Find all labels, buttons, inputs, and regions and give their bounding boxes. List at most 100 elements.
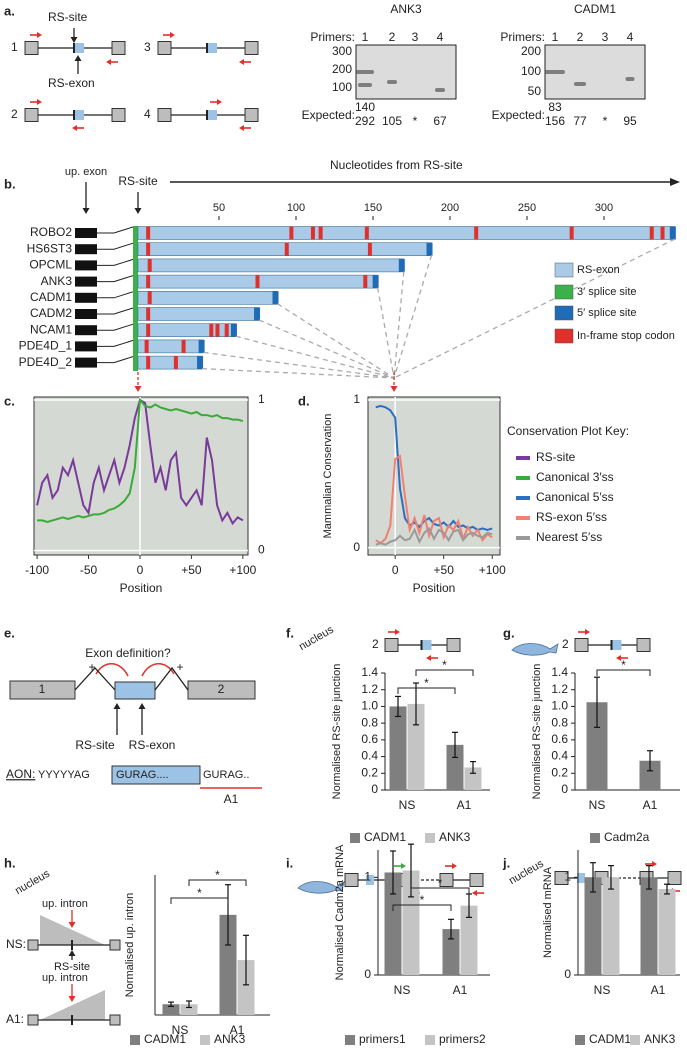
bar <box>460 905 478 975</box>
legend-label: CADM1 <box>144 1032 186 1046</box>
exon-box <box>574 638 589 652</box>
primer-arrow <box>37 32 42 38</box>
legend-swatch <box>554 305 574 321</box>
ladder-label: 50 <box>528 84 542 98</box>
legend-label: RS-exon <box>577 264 620 276</box>
y-tick-label: 1 <box>353 392 360 406</box>
expected-size: 140 <box>355 100 375 114</box>
significance-bracket <box>397 687 456 694</box>
arrow-head <box>134 386 142 392</box>
primer-number: 2 <box>389 30 396 44</box>
primer-number: 3 <box>602 30 609 44</box>
splice-5-cap <box>398 258 405 272</box>
zebrafish-icon <box>511 643 559 656</box>
bar <box>162 1004 180 1015</box>
x-tick-label: 250 <box>518 202 536 214</box>
bar <box>464 767 482 790</box>
x-tick-label: NS <box>589 798 606 812</box>
arrow-head <box>390 386 398 392</box>
significance: * <box>438 876 443 890</box>
primer-arrow <box>452 863 457 869</box>
diagram-number: 2 <box>11 107 18 121</box>
stop-codon <box>318 226 323 240</box>
stop-codon <box>224 323 229 337</box>
legend-label: RS-site <box>536 450 576 464</box>
stop-codon <box>146 356 151 370</box>
expected-size: 156 <box>545 114 565 128</box>
rs-exon <box>114 681 156 700</box>
panel-label: e. <box>4 625 15 640</box>
up-exon <box>75 357 97 368</box>
x-tick-label: A1 <box>230 1023 245 1037</box>
rs-exon <box>577 873 585 883</box>
stop-codon <box>144 339 149 353</box>
rs-exon-label: RS-exon <box>129 738 176 752</box>
x-tick-label: NS <box>399 798 416 812</box>
primer-number: 2 <box>577 30 584 44</box>
bar <box>639 760 661 790</box>
diagram-number: 1 <box>11 40 18 54</box>
legend-label: ANK3 <box>644 1032 676 1046</box>
significance-bracket <box>170 897 229 904</box>
x-tick-label: NS <box>172 1023 189 1037</box>
primer-arrow <box>472 890 477 896</box>
guide-line <box>202 367 395 379</box>
legend-swatch <box>345 1035 355 1045</box>
annotation: nucleus <box>297 624 336 654</box>
primer-arrow <box>239 59 244 65</box>
rs-exon-bar <box>137 226 676 240</box>
up-exon <box>75 292 97 303</box>
up-exon <box>75 260 97 271</box>
y-tick-label: 1 <box>564 870 571 884</box>
exon-box <box>384 638 399 652</box>
primer-number: 4 <box>437 30 444 44</box>
legend-label: Cadm2a <box>604 830 650 844</box>
expected-label: Expected: <box>492 108 545 122</box>
primer-arrow <box>170 32 175 38</box>
stop-codon <box>147 258 152 272</box>
rs-exon-bar <box>137 258 405 273</box>
primer-arrow <box>426 655 431 661</box>
panel-label: i. <box>286 855 293 870</box>
x-tick-label: A1 <box>453 983 468 997</box>
legend-title: Conservation Plot Key: <box>507 424 629 438</box>
sequence: YYYYYAG <box>38 769 90 781</box>
x-tick-label: 0 <box>137 563 144 577</box>
y-tick-label: 0 <box>258 543 265 557</box>
exon-seq-box <box>111 765 201 785</box>
annotation: RS-site <box>118 174 158 188</box>
exon-box <box>667 871 682 885</box>
x-tick-label: 100 <box>287 202 305 214</box>
x-tick-label: +100 <box>229 563 256 577</box>
primer-arrow <box>652 861 657 867</box>
stop-codon <box>310 226 315 240</box>
arrow-head <box>68 950 76 956</box>
primer-number: 1 <box>362 30 369 44</box>
expected-size: 105 <box>382 114 402 128</box>
expected-size: 83 <box>548 100 562 114</box>
significance: * <box>197 886 202 900</box>
legend-swatch <box>554 284 574 300</box>
series-line <box>375 454 493 545</box>
legend-label: 3′ splice site <box>577 286 637 298</box>
exon-box <box>244 41 259 55</box>
exon-box <box>24 108 39 122</box>
legend-swatch <box>425 833 435 843</box>
stop-codon <box>284 242 289 256</box>
sequence: GURAG.... <box>116 769 169 781</box>
junction-line <box>97 323 134 331</box>
primer-arrow <box>37 99 42 105</box>
zebrafish-icon <box>297 881 345 894</box>
y-axis-label: Normalised up. intron <box>124 893 136 998</box>
legend-label: Canonical 3′ss <box>536 470 614 484</box>
gel-band <box>435 88 445 92</box>
arrow-head <box>68 922 76 928</box>
significance: * <box>424 676 429 690</box>
exon-number: 1 <box>39 682 46 696</box>
rs-exon-bar <box>137 323 237 338</box>
junction-line <box>97 258 134 266</box>
splice-lines <box>74 666 189 691</box>
exon-box <box>157 41 172 55</box>
bar <box>640 877 658 975</box>
splice-5-cap <box>254 307 261 321</box>
